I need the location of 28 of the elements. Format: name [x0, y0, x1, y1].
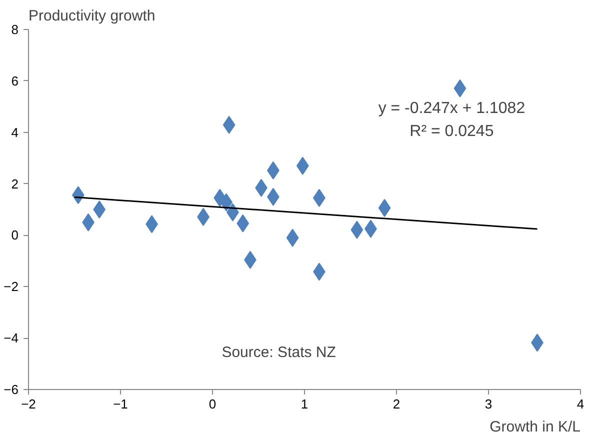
y-tick-label: 0 [11, 228, 19, 243]
x-tick-label: 4 [576, 396, 584, 412]
x-tick-label: −2 [21, 396, 36, 412]
x-axis-title: Growth in K/L [490, 418, 581, 436]
point [296, 156, 309, 175]
point [93, 200, 106, 218]
point [236, 214, 250, 232]
y-tick-label: 2 [11, 176, 19, 192]
y-tick-label: 4 [11, 124, 19, 140]
x-tick-label: 0 [208, 396, 216, 412]
y-tick-label: −4 [4, 330, 19, 346]
annotation: y = -0.247x + 1.1082 [378, 100, 526, 117]
y-tick-label: 8 [11, 22, 19, 37]
y-tick-label: 6 [11, 73, 19, 88]
point [350, 220, 364, 239]
point [222, 116, 236, 134]
annotation: Source: Stats NZ [222, 344, 336, 362]
x-tick-label: 3 [484, 396, 492, 412]
annotation: R² = 0.0245 [410, 123, 494, 140]
y-tick-label: −6 [4, 382, 19, 397]
y-axis-title: Productivity growth [28, 8, 156, 24]
point [454, 79, 466, 98]
point [378, 198, 391, 217]
x-tick-label: 1 [300, 396, 308, 412]
x-tick-label: −1 [113, 396, 128, 412]
y-tick-label: −2 [4, 279, 19, 294]
point [286, 228, 299, 247]
x-tick-label: 2 [392, 396, 400, 412]
